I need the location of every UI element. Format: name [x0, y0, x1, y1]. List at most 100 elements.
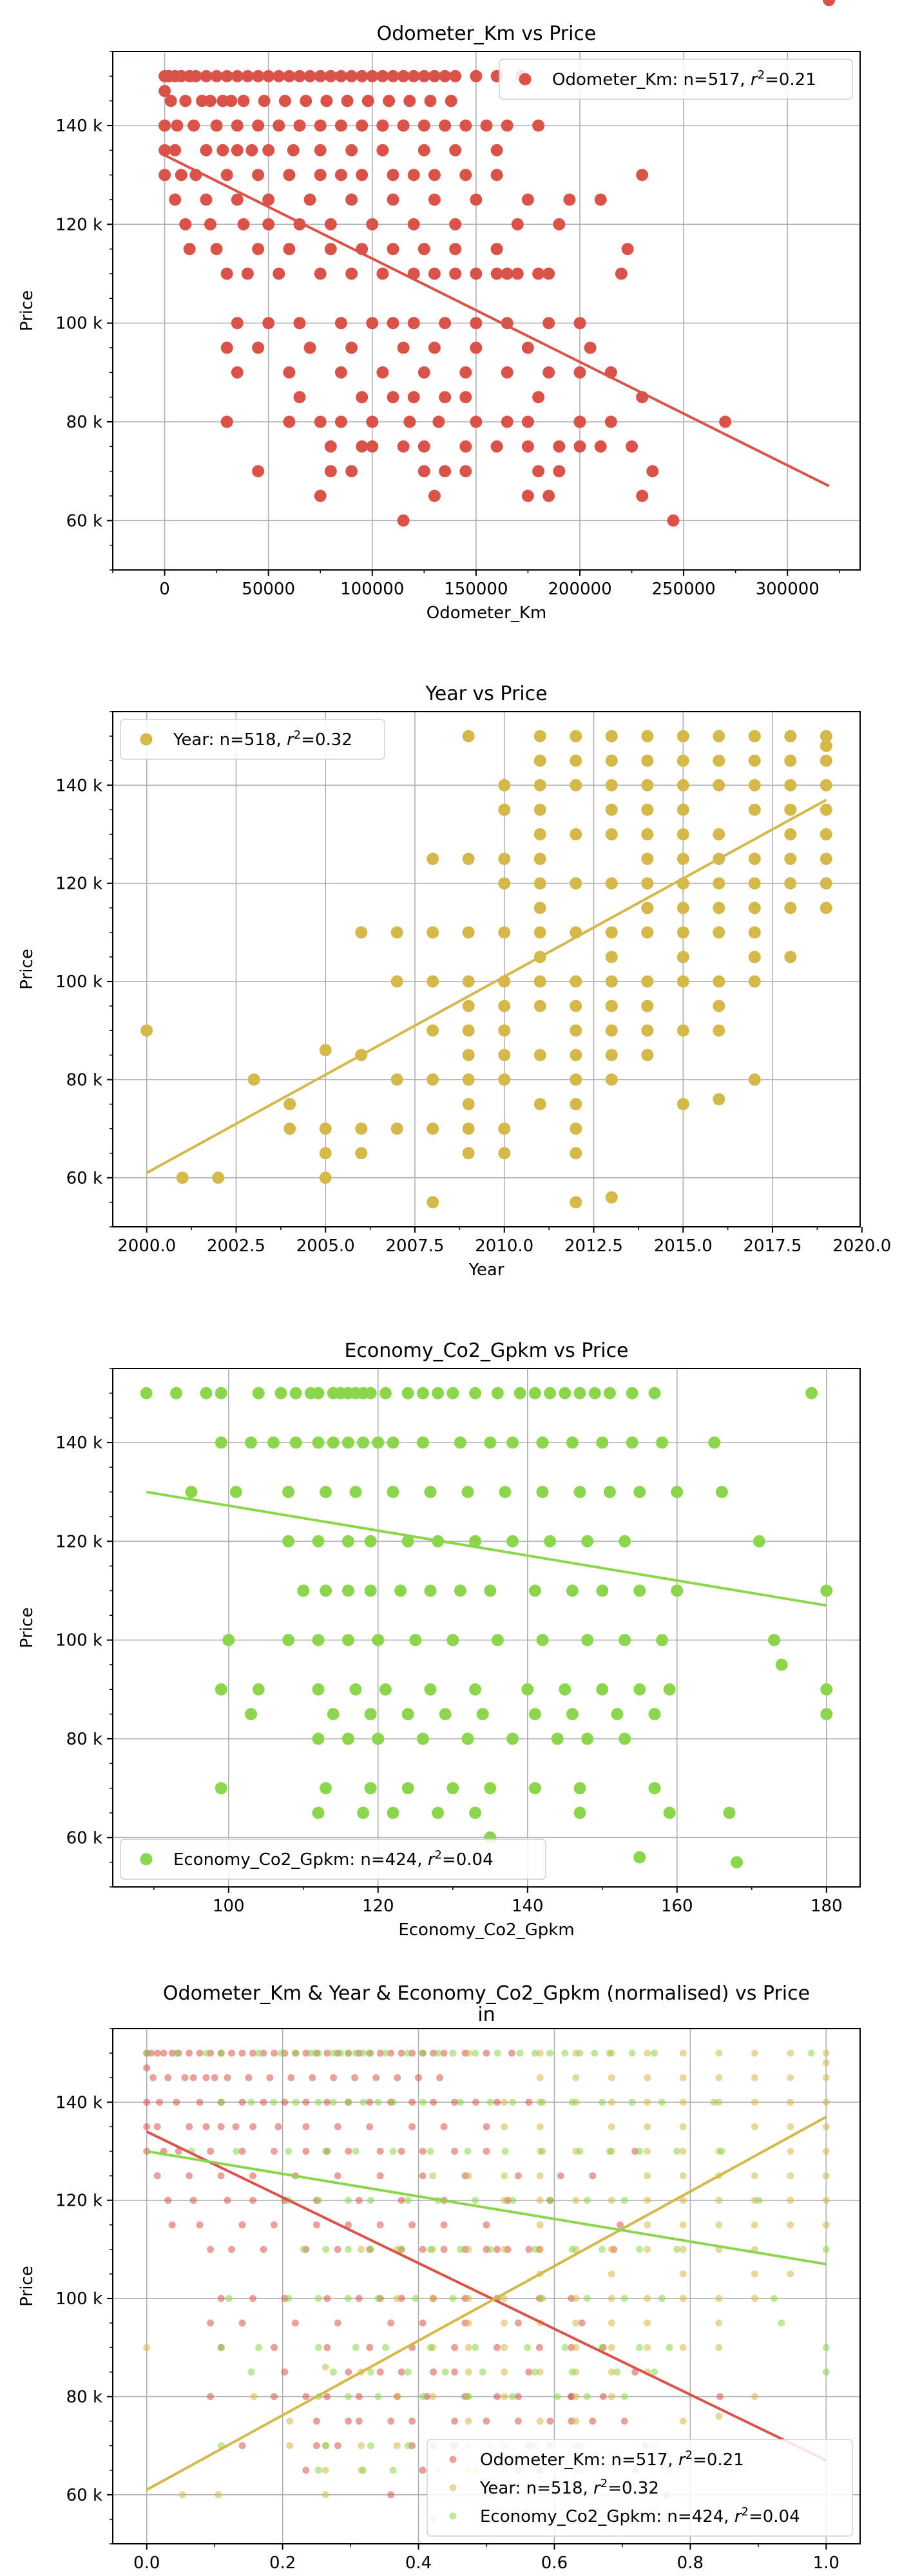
data-point	[596, 1436, 609, 1449]
x-tick-label: 160	[661, 1897, 693, 1916]
data-point	[462, 1024, 475, 1037]
data-point	[397, 119, 410, 132]
data-point	[521, 440, 534, 453]
data-point	[394, 1584, 407, 1597]
data-point	[483, 2418, 490, 2425]
data-point	[491, 1387, 504, 1399]
y-axis-label: Price	[17, 2266, 37, 2306]
data-point	[397, 440, 410, 453]
data-point	[302, 2148, 310, 2155]
data-point	[287, 2074, 295, 2081]
data-point	[596, 1584, 609, 1597]
data-point	[536, 2418, 544, 2425]
data-point	[667, 514, 680, 527]
data-point	[605, 951, 618, 963]
data-point	[462, 1122, 475, 1135]
data-point	[807, 2049, 815, 2057]
data-point	[341, 1535, 354, 1548]
data-point	[387, 1806, 399, 1819]
legend-box	[120, 1839, 546, 1880]
x-tick-label: 0.8	[677, 2553, 704, 2573]
y-axis-label: Price	[17, 949, 37, 989]
data-point	[528, 1782, 541, 1795]
data-point	[636, 2246, 644, 2253]
data-point	[748, 730, 761, 743]
data-point	[439, 391, 452, 404]
data-point	[651, 2049, 658, 2057]
data-point	[360, 2467, 367, 2474]
data-point	[176, 1171, 189, 1184]
data-point	[271, 2221, 278, 2229]
data-point	[196, 2049, 204, 2057]
data-point	[417, 243, 430, 256]
data-point	[673, 2246, 680, 2253]
data-point	[314, 267, 327, 280]
data-point	[751, 2270, 758, 2278]
data-point	[283, 415, 296, 428]
data-point	[376, 2049, 384, 2057]
data-point	[312, 1806, 325, 1819]
data-point	[465, 2049, 472, 2057]
legend-label: Odometer_Km: n=517, r2=0.21	[480, 2448, 744, 2470]
data-point	[787, 2148, 794, 2155]
data-point	[459, 366, 472, 379]
data-point	[407, 317, 420, 330]
data-point	[445, 95, 457, 108]
data-point	[436, 2074, 443, 2081]
data-point	[822, 2172, 830, 2180]
data-point	[521, 1683, 534, 1696]
data-point	[787, 2123, 794, 2130]
data-point	[787, 2270, 794, 2278]
data-point	[321, 2467, 329, 2474]
data-point	[470, 317, 483, 330]
data-point	[393, 2392, 401, 2400]
data-point	[324, 465, 337, 478]
data-point	[822, 2246, 830, 2253]
data-point	[220, 70, 233, 82]
data-point	[143, 2148, 151, 2155]
data-point	[464, 2392, 472, 2400]
data-point	[220, 267, 233, 280]
data-point	[289, 1436, 302, 1449]
data-point	[345, 2148, 352, 2155]
data-point	[673, 2148, 680, 2155]
data-point	[570, 999, 582, 1012]
data-point	[462, 999, 475, 1012]
data-point	[553, 2392, 561, 2400]
data-point	[334, 119, 347, 132]
data-point	[224, 2074, 231, 2081]
data-point	[470, 267, 483, 280]
data-point	[676, 902, 689, 914]
data-point	[605, 999, 618, 1012]
data-point	[536, 2197, 544, 2204]
data-point	[282, 1486, 295, 1499]
data-point	[255, 2344, 263, 2351]
y-tick-label: 120 k	[55, 875, 102, 894]
data-point	[633, 1683, 646, 1696]
data-point	[376, 2368, 384, 2376]
data-point	[508, 2049, 515, 2057]
data-point	[533, 999, 546, 1012]
data-point	[501, 366, 513, 379]
data-point	[820, 902, 832, 914]
data-point	[207, 2319, 215, 2327]
data-point	[533, 779, 546, 791]
data-point	[419, 2392, 427, 2400]
data-point	[465, 2368, 472, 2376]
data-point	[820, 1708, 833, 1721]
data-point	[644, 2344, 651, 2351]
data-point	[323, 2344, 331, 2351]
data-point	[456, 2246, 464, 2253]
data-point	[671, 1584, 684, 1597]
data-point	[456, 2098, 464, 2106]
data-point	[559, 1387, 571, 1399]
data-point	[366, 317, 379, 330]
data-point	[715, 2074, 723, 2081]
data-point	[247, 2368, 255, 2376]
data-point	[676, 975, 689, 988]
data-point	[451, 2148, 459, 2155]
data-point	[784, 853, 797, 866]
data-point	[822, 2123, 830, 2130]
data-point	[428, 169, 441, 182]
data-point	[153, 2123, 161, 2130]
